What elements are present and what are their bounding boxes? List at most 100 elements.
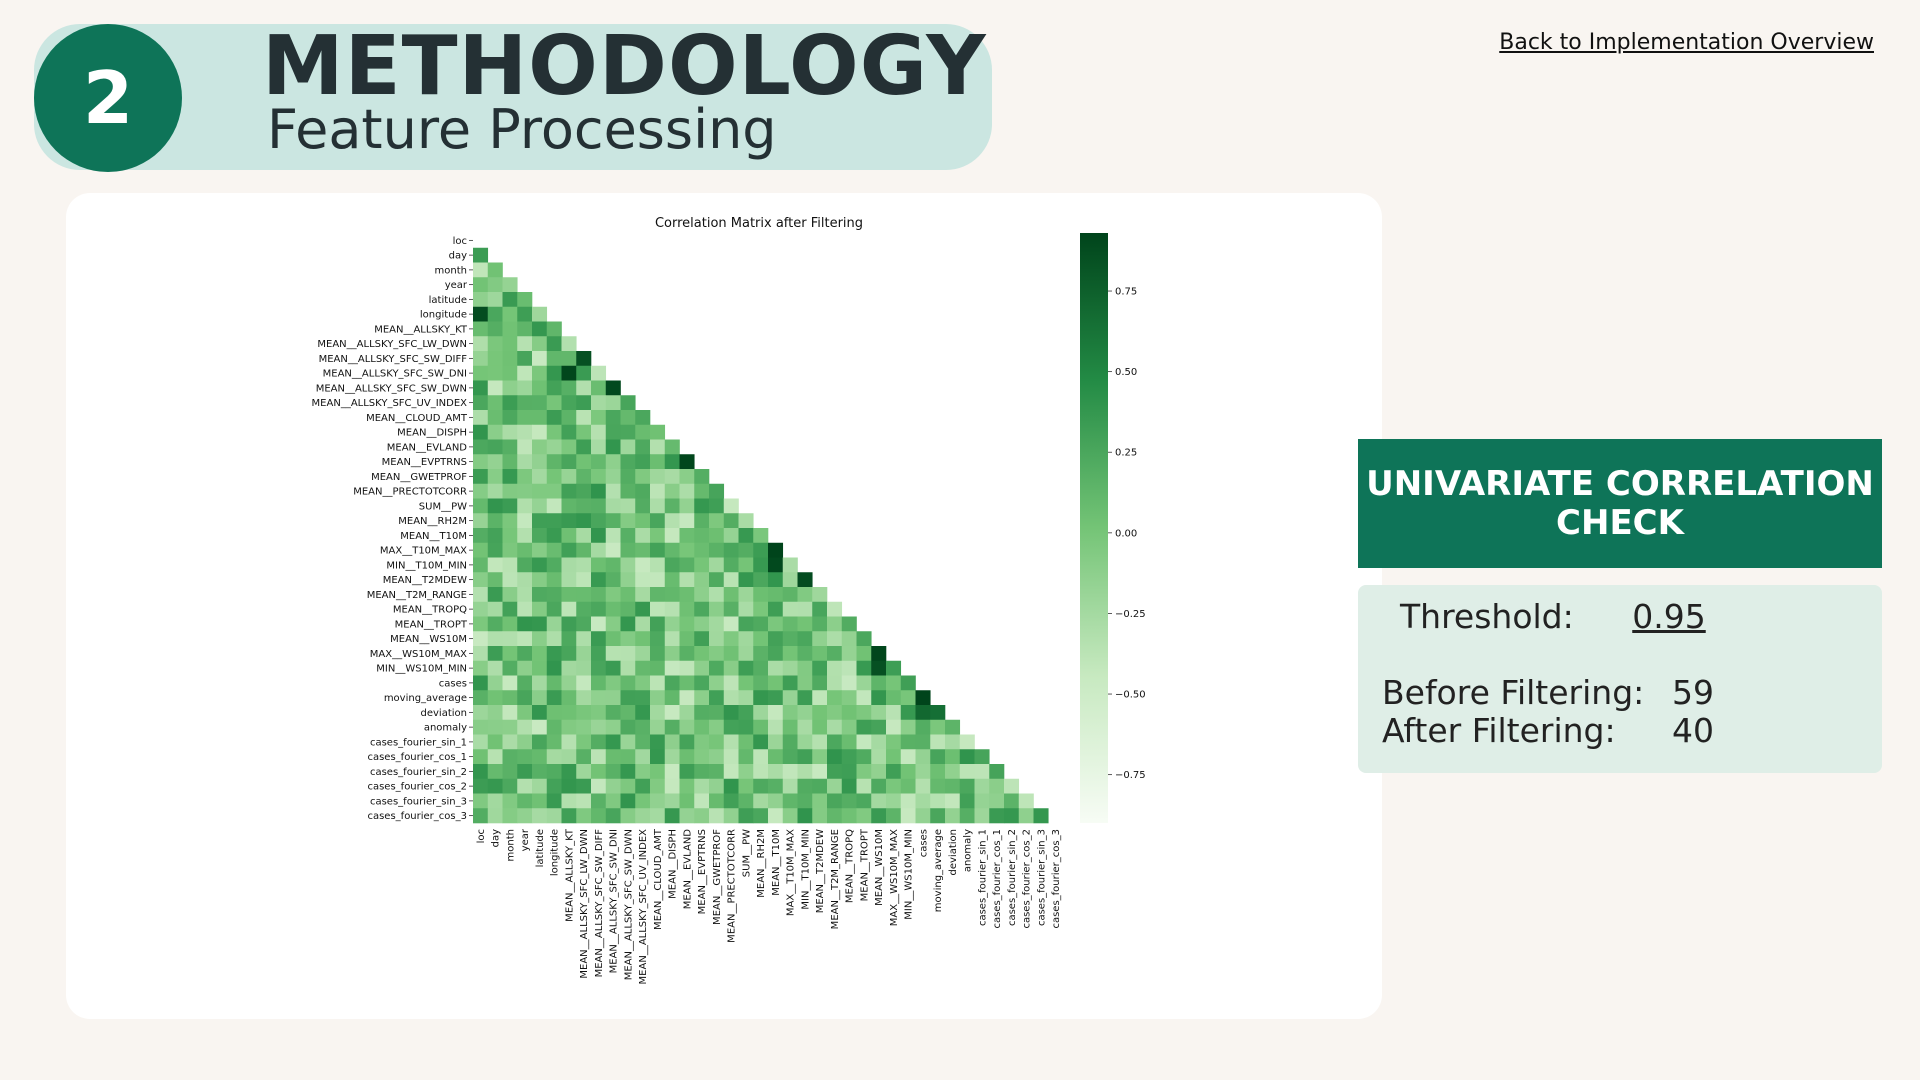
heatmap-cell — [487, 690, 503, 706]
heatmap-cell — [812, 705, 828, 721]
heatmap-cell — [782, 690, 798, 706]
y-tick-label: cases_fourier_cos_3 — [367, 811, 467, 822]
heatmap-cell — [945, 719, 961, 735]
heatmap-cell — [532, 380, 548, 396]
heatmap-cell — [827, 601, 843, 617]
heatmap-cell — [886, 778, 902, 794]
heatmap-cell — [871, 675, 887, 691]
heatmap-cell — [546, 454, 562, 470]
heatmap-cell — [694, 764, 710, 780]
heatmap-cell — [532, 734, 548, 750]
heatmap-cell — [723, 646, 739, 662]
heatmap-cell — [620, 424, 636, 440]
heatmap-cell — [812, 675, 828, 691]
heatmap-cell — [502, 675, 518, 691]
heatmap-cell — [532, 601, 548, 617]
heatmap-cell — [561, 793, 577, 809]
heatmap-cell — [694, 557, 710, 573]
heatmap-cell — [576, 469, 592, 485]
heatmap-cell — [576, 793, 592, 809]
heatmap-cell — [635, 778, 651, 794]
heatmap-cell — [886, 793, 902, 809]
heatmap-cell — [650, 631, 666, 647]
heatmap-cell — [576, 528, 592, 544]
heatmap-cell — [768, 601, 784, 617]
heatmap-cell — [694, 734, 710, 750]
heatmap-cell — [694, 498, 710, 514]
heatmap-cell — [694, 719, 710, 735]
heatmap-cell — [591, 778, 607, 794]
heatmap-cell — [487, 542, 503, 558]
heatmap-cell — [532, 778, 548, 794]
heatmap-cell — [620, 660, 636, 676]
heatmap-cell — [679, 557, 695, 573]
heatmap-cell — [812, 734, 828, 750]
heatmap-cell — [650, 483, 666, 499]
heatmap-cell — [886, 705, 902, 721]
heatmap-cell — [576, 587, 592, 603]
heatmap-cell — [591, 469, 607, 485]
heatmap-cell — [473, 808, 489, 824]
heatmap-cell — [532, 483, 548, 499]
heatmap-cell — [561, 528, 577, 544]
heatmap-cell — [827, 705, 843, 721]
heatmap-cell — [679, 483, 695, 499]
heatmap-cell — [473, 513, 489, 529]
heatmap-cell — [473, 277, 489, 293]
heatmap-cell — [517, 587, 533, 603]
heatmap-cell — [576, 734, 592, 750]
heatmap-cell — [841, 690, 857, 706]
heatmap-cell — [517, 410, 533, 426]
heatmap-cell — [945, 764, 961, 780]
y-tick-label: MEAN__TROPQ — [393, 605, 467, 616]
heatmap-cell — [753, 764, 769, 780]
back-to-overview-link[interactable]: Back to Implementation Overview — [1499, 30, 1874, 55]
heatmap-cell — [738, 808, 754, 824]
heatmap-cell — [487, 705, 503, 721]
heatmap-cell — [502, 587, 518, 603]
heatmap-cell — [532, 587, 548, 603]
heatmap-cell — [487, 395, 503, 411]
heatmap-cell — [650, 719, 666, 735]
y-tick-label: cases_fourier_cos_1 — [367, 752, 467, 763]
heatmap-cell — [738, 719, 754, 735]
heatmap-cell — [827, 749, 843, 765]
heatmap-cell — [768, 793, 784, 809]
heatmap-cell — [738, 542, 754, 558]
heatmap-cell — [502, 734, 518, 750]
colorbar-tick-label: 0.50 — [1115, 367, 1137, 378]
heatmap-cell — [930, 719, 946, 735]
heatmap-cell — [738, 557, 754, 573]
heatmap-cell — [487, 660, 503, 676]
heatmap-cell — [591, 646, 607, 662]
heatmap-cell — [797, 705, 813, 721]
heatmap-cell — [532, 542, 548, 558]
heatmap-cell — [886, 660, 902, 676]
heatmap-cell — [812, 793, 828, 809]
heatmap-cell — [709, 808, 725, 824]
heatmap-cell — [561, 483, 577, 499]
heatmap-cell — [738, 749, 754, 765]
heatmap-cell — [915, 764, 931, 780]
x-tick-label: MAX__WS10M_MAX — [889, 829, 900, 926]
heatmap-cell — [856, 778, 872, 794]
y-tick-label: MEAN__WS10M — [390, 634, 467, 645]
heatmap-cell — [546, 764, 562, 780]
heatmap-cell — [605, 793, 621, 809]
heatmap-cell — [473, 454, 489, 470]
heatmap-cell — [664, 454, 680, 470]
x-tick-label: loc — [476, 829, 487, 843]
heatmap-cell — [782, 719, 798, 735]
heatmap-cell — [974, 793, 990, 809]
heatmap-cell — [532, 705, 548, 721]
heatmap-cell — [871, 690, 887, 706]
heatmap-cell — [532, 557, 548, 573]
heatmap-cell — [694, 601, 710, 617]
y-tick-label: MEAN__ALLSKY_SFC_UV_INDEX — [312, 398, 468, 409]
heatmap-cell — [768, 587, 784, 603]
univariate-check-heading: UNIVARIATE CORRELATION CHECK — [1358, 439, 1882, 568]
x-tick-label: MEAN__TROPT — [859, 828, 870, 901]
heatmap-cell — [591, 498, 607, 514]
heatmap-cell — [635, 705, 651, 721]
heatmap-cell — [812, 719, 828, 735]
